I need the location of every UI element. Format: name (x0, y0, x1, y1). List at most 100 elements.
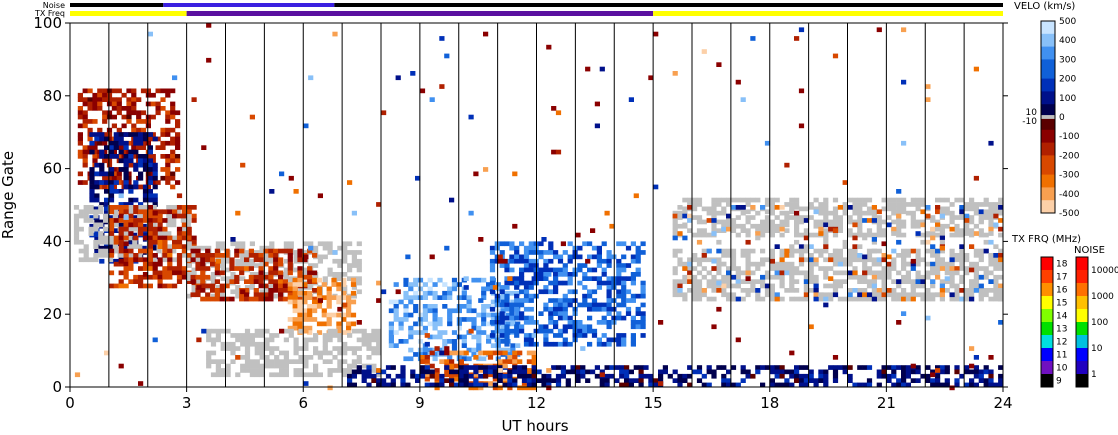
data-cell (823, 270, 829, 276)
data-cell (721, 292, 727, 298)
txfreq-colorbar-swatch (1041, 361, 1053, 375)
data-cell (808, 274, 814, 280)
data-cell (210, 283, 216, 289)
data-cell (823, 210, 829, 216)
data-cell (220, 276, 226, 281)
data-cell (526, 385, 532, 391)
velocity-colorbar-ground-swatch (1041, 115, 1055, 119)
data-cell (170, 106, 176, 111)
data-cell (978, 257, 984, 263)
data-cell (308, 355, 314, 360)
data-cell (548, 311, 554, 316)
data-cell (606, 289, 612, 295)
data-cell (630, 337, 636, 343)
data-cell (142, 213, 149, 219)
data-cell (456, 334, 462, 340)
data-cell (499, 285, 505, 290)
data-cell (730, 257, 737, 263)
data-cell (964, 253, 970, 258)
noise-colorbar-swatch (1076, 296, 1088, 310)
data-cell (528, 250, 534, 255)
data-cell (891, 373, 897, 379)
data-cell (240, 333, 246, 338)
data-cell (403, 356, 409, 362)
data-cell (331, 312, 337, 318)
data-cell (244, 279, 250, 284)
data-cell (553, 302, 559, 308)
data-cell (128, 222, 134, 228)
data-cell (794, 296, 800, 302)
data-cell (160, 145, 166, 150)
data-cell (152, 231, 158, 236)
data-cell (83, 244, 89, 249)
data-cell (206, 23, 212, 28)
data-cell (337, 346, 343, 351)
data-cell (185, 213, 191, 219)
data-cell (303, 355, 309, 360)
data-cell (332, 355, 338, 360)
data-cell (235, 245, 241, 251)
data-cell (210, 359, 217, 364)
velocity-colorbar-tick: -200 (1059, 151, 1080, 161)
data-cell (147, 31, 153, 37)
data-cell (210, 328, 217, 334)
data-cell (779, 266, 785, 271)
data-cell (326, 299, 332, 305)
data-cell (973, 175, 979, 181)
data-cell (316, 321, 323, 327)
data-cell (696, 283, 703, 289)
data-cell (273, 248, 279, 254)
data-cell (77, 92, 83, 98)
data-cell (483, 167, 489, 172)
data-cell (258, 270, 264, 276)
data-cell (939, 248, 945, 254)
data-cell (466, 304, 472, 309)
data-cell (162, 239, 168, 245)
data-cell (973, 202, 979, 207)
data-cell (624, 369, 630, 375)
data-cell (711, 296, 717, 302)
data-cell (219, 296, 225, 302)
data-cell (176, 226, 183, 232)
data-cell (625, 306, 632, 312)
data-cell (191, 97, 197, 102)
data-cell (803, 373, 809, 379)
data-cell (230, 346, 236, 351)
data-cell (432, 334, 438, 340)
txfreq-colorbar-tick: 17 (1056, 273, 1067, 283)
data-cell (437, 295, 443, 300)
data-cell (596, 320, 602, 325)
data-cell (390, 378, 396, 383)
data-cell (557, 267, 564, 273)
data-cell (871, 232, 877, 238)
data-cell (128, 266, 134, 271)
data-cell (138, 162, 144, 168)
data-cell (322, 241, 328, 247)
data-cell (745, 239, 751, 245)
data-cell (73, 222, 80, 228)
data-cell (413, 330, 419, 335)
data-cell (594, 365, 600, 370)
data-cell (191, 267, 197, 273)
data-cell (449, 369, 455, 375)
data-cell (760, 296, 766, 302)
data-cell (466, 356, 472, 362)
data-cell (682, 378, 688, 383)
data-cell (687, 228, 693, 233)
data-cell (461, 290, 467, 296)
data-cell (735, 337, 741, 343)
data-cell (293, 267, 299, 273)
data-cell (322, 350, 328, 356)
data-cell (905, 248, 911, 254)
data-cell (424, 369, 430, 375)
data-cell (635, 258, 641, 264)
data-cell (137, 205, 143, 210)
data-cell (123, 261, 129, 267)
data-cell (303, 337, 309, 343)
data-cell (307, 266, 313, 271)
data-cell (201, 245, 207, 251)
data-cell (964, 369, 970, 375)
txfreq-bar-segment (186, 11, 654, 16)
data-cell (303, 267, 309, 273)
data-cell (259, 341, 265, 347)
